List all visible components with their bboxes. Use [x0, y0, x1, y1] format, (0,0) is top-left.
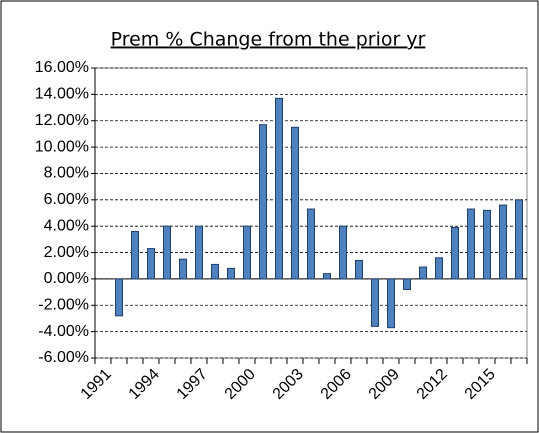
- bar: [467, 208, 475, 280]
- bar: [355, 259, 363, 280]
- bar: [211, 263, 219, 280]
- bar: [131, 230, 139, 280]
- y-tick-label: 12.00%: [35, 112, 89, 129]
- bar: [403, 278, 411, 290]
- bar: [163, 225, 171, 280]
- bar: [323, 273, 331, 280]
- bar: [419, 266, 427, 280]
- y-tick-label: 8.00%: [44, 165, 89, 182]
- y-tick-label: -2.00%: [38, 296, 89, 313]
- bar: [243, 225, 251, 280]
- bar: [227, 267, 235, 280]
- y-tick-label: -6.00%: [38, 349, 89, 366]
- y-tick-label: 16.00%: [35, 59, 89, 76]
- bar: [483, 209, 491, 280]
- y-tick-label: 10.00%: [35, 138, 89, 155]
- bar: [115, 278, 123, 317]
- bar: [259, 124, 267, 280]
- bar: [387, 278, 395, 329]
- bar: [275, 97, 283, 280]
- bar: [371, 278, 379, 327]
- bar: [339, 225, 347, 280]
- y-tick-label: 0.00%: [44, 270, 89, 287]
- y-tick-label: 6.00%: [44, 191, 89, 208]
- bar: [195, 225, 203, 280]
- bar: [451, 227, 459, 280]
- bar: [307, 208, 315, 280]
- bar: [179, 258, 187, 280]
- bar: [515, 199, 523, 280]
- chart-title: Prem % Change from the prior yr: [111, 29, 426, 51]
- bar: [147, 248, 155, 280]
- bar: [291, 126, 299, 280]
- y-tick-label: 4.00%: [44, 217, 89, 234]
- bar: [435, 257, 443, 280]
- y-tick-label: 2.00%: [44, 244, 89, 261]
- bar: [499, 204, 507, 280]
- y-tick-label: 14.00%: [35, 86, 89, 103]
- y-tick-label: -4.00%: [38, 323, 89, 340]
